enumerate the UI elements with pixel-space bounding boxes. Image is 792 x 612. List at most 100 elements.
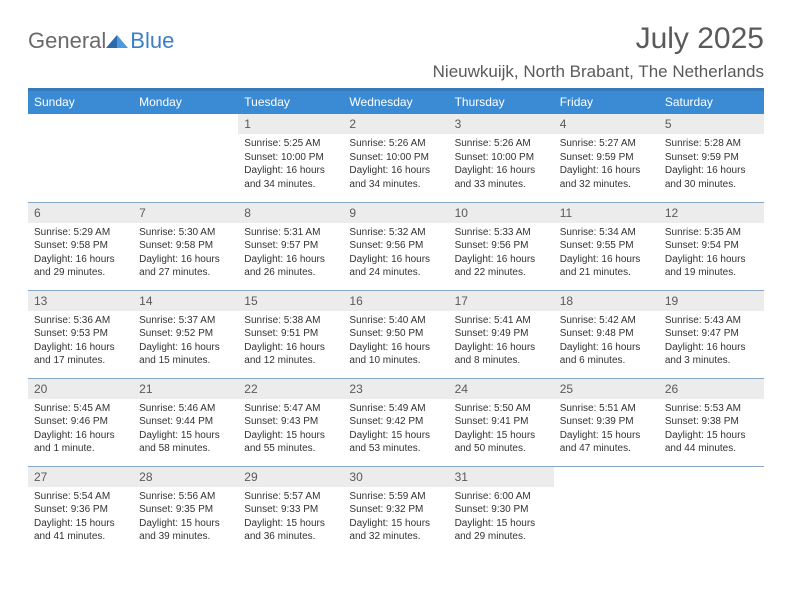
daylight-line: Daylight: 15 hours and 32 minutes.: [349, 517, 442, 544]
calendar-day-cell: 20Sunrise: 5:45 AMSunset: 9:46 PMDayligh…: [28, 378, 133, 466]
daylight-line: Daylight: 15 hours and 36 minutes.: [244, 517, 337, 544]
sunrise-line: Sunrise: 5:47 AM: [244, 402, 337, 416]
daylight-line: Daylight: 16 hours and 1 minute.: [34, 429, 127, 456]
weekday-header: Sunday: [28, 90, 133, 115]
location-text: Nieuwkuijk, North Brabant, The Netherlan…: [433, 62, 764, 82]
daylight-line: Daylight: 16 hours and 34 minutes.: [244, 164, 337, 191]
calendar-table: SundayMondayTuesdayWednesdayThursdayFrid…: [28, 88, 764, 554]
sunrise-line: Sunrise: 5:33 AM: [455, 226, 548, 240]
calendar-day-cell: 12Sunrise: 5:35 AMSunset: 9:54 PMDayligh…: [659, 202, 764, 290]
day-info: Sunrise: 5:54 AMSunset: 9:36 PMDaylight:…: [28, 487, 133, 548]
day-info: Sunrise: 5:25 AMSunset: 10:00 PMDaylight…: [238, 134, 343, 195]
sunset-line: Sunset: 9:54 PM: [665, 239, 758, 253]
calendar-week-row: 13Sunrise: 5:36 AMSunset: 9:53 PMDayligh…: [28, 290, 764, 378]
logo-text-blue: Blue: [130, 28, 174, 54]
sunset-line: Sunset: 9:53 PM: [34, 327, 127, 341]
day-number: 10: [449, 203, 554, 223]
calendar-week-row: 20Sunrise: 5:45 AMSunset: 9:46 PMDayligh…: [28, 378, 764, 466]
sunset-line: Sunset: 9:57 PM: [244, 239, 337, 253]
day-info: Sunrise: 5:47 AMSunset: 9:43 PMDaylight:…: [238, 399, 343, 460]
sunrise-line: Sunrise: 5:26 AM: [455, 137, 548, 151]
day-info: Sunrise: 5:45 AMSunset: 9:46 PMDaylight:…: [28, 399, 133, 460]
sunrise-line: Sunrise: 5:25 AM: [244, 137, 337, 151]
day-number: 21: [133, 379, 238, 399]
day-info: Sunrise: 5:35 AMSunset: 9:54 PMDaylight:…: [659, 223, 764, 284]
daylight-line: Daylight: 15 hours and 58 minutes.: [139, 429, 232, 456]
day-info: Sunrise: 5:51 AMSunset: 9:39 PMDaylight:…: [554, 399, 659, 460]
daylight-line: Daylight: 16 hours and 24 minutes.: [349, 253, 442, 280]
sunrise-line: Sunrise: 5:56 AM: [139, 490, 232, 504]
day-number: 19: [659, 291, 764, 311]
sunset-line: Sunset: 10:00 PM: [455, 151, 548, 165]
calendar-day-cell: 6Sunrise: 5:29 AMSunset: 9:58 PMDaylight…: [28, 202, 133, 290]
weekday-header: Tuesday: [238, 90, 343, 115]
day-number: 4: [554, 114, 659, 134]
sunrise-line: Sunrise: 5:34 AM: [560, 226, 653, 240]
day-info: Sunrise: 5:27 AMSunset: 9:59 PMDaylight:…: [554, 134, 659, 195]
sunset-line: Sunset: 9:52 PM: [139, 327, 232, 341]
calendar-day-cell: 27Sunrise: 5:54 AMSunset: 9:36 PMDayligh…: [28, 466, 133, 554]
day-info: Sunrise: 5:50 AMSunset: 9:41 PMDaylight:…: [449, 399, 554, 460]
day-info: Sunrise: 5:38 AMSunset: 9:51 PMDaylight:…: [238, 311, 343, 372]
daylight-line: Daylight: 16 hours and 15 minutes.: [139, 341, 232, 368]
calendar-day-cell: 22Sunrise: 5:47 AMSunset: 9:43 PMDayligh…: [238, 378, 343, 466]
sunrise-line: Sunrise: 5:41 AM: [455, 314, 548, 328]
day-info: Sunrise: 5:42 AMSunset: 9:48 PMDaylight:…: [554, 311, 659, 372]
calendar-week-row: 6Sunrise: 5:29 AMSunset: 9:58 PMDaylight…: [28, 202, 764, 290]
day-number: 9: [343, 203, 448, 223]
daylight-line: Daylight: 15 hours and 47 minutes.: [560, 429, 653, 456]
calendar-day-cell: [133, 114, 238, 202]
title-block: July 2025 Nieuwkuijk, North Brabant, The…: [433, 22, 764, 82]
calendar-day-cell: 4Sunrise: 5:27 AMSunset: 9:59 PMDaylight…: [554, 114, 659, 202]
sunset-line: Sunset: 9:49 PM: [455, 327, 548, 341]
calendar-day-cell: 30Sunrise: 5:59 AMSunset: 9:32 PMDayligh…: [343, 466, 448, 554]
daylight-line: Daylight: 15 hours and 55 minutes.: [244, 429, 337, 456]
sunrise-line: Sunrise: 5:32 AM: [349, 226, 442, 240]
weekday-header: Saturday: [659, 90, 764, 115]
sunrise-line: Sunrise: 5:59 AM: [349, 490, 442, 504]
sunset-line: Sunset: 9:43 PM: [244, 415, 337, 429]
day-number: 5: [659, 114, 764, 134]
sunset-line: Sunset: 9:59 PM: [560, 151, 653, 165]
sunrise-line: Sunrise: 5:43 AM: [665, 314, 758, 328]
sunset-line: Sunset: 9:55 PM: [560, 239, 653, 253]
calendar-day-cell: 29Sunrise: 5:57 AMSunset: 9:33 PMDayligh…: [238, 466, 343, 554]
day-number: 18: [554, 291, 659, 311]
day-info: Sunrise: 5:36 AMSunset: 9:53 PMDaylight:…: [28, 311, 133, 372]
sunrise-line: Sunrise: 6:00 AM: [455, 490, 548, 504]
daylight-line: Daylight: 16 hours and 22 minutes.: [455, 253, 548, 280]
calendar-day-cell: 8Sunrise: 5:31 AMSunset: 9:57 PMDaylight…: [238, 202, 343, 290]
daylight-line: Daylight: 16 hours and 17 minutes.: [34, 341, 127, 368]
day-number: 11: [554, 203, 659, 223]
day-info: Sunrise: 5:53 AMSunset: 9:38 PMDaylight:…: [659, 399, 764, 460]
weekday-header: Friday: [554, 90, 659, 115]
sunrise-line: Sunrise: 5:35 AM: [665, 226, 758, 240]
day-number: 16: [343, 291, 448, 311]
day-number: 23: [343, 379, 448, 399]
sunset-line: Sunset: 10:00 PM: [349, 151, 442, 165]
daylight-line: Daylight: 16 hours and 21 minutes.: [560, 253, 653, 280]
day-info: Sunrise: 5:56 AMSunset: 9:35 PMDaylight:…: [133, 487, 238, 548]
sunrise-line: Sunrise: 5:46 AM: [139, 402, 232, 416]
day-number: 2: [343, 114, 448, 134]
day-number: 7: [133, 203, 238, 223]
day-number: 26: [659, 379, 764, 399]
calendar-day-cell: 1Sunrise: 5:25 AMSunset: 10:00 PMDayligh…: [238, 114, 343, 202]
daylight-line: Daylight: 15 hours and 53 minutes.: [349, 429, 442, 456]
calendar-day-cell: 13Sunrise: 5:36 AMSunset: 9:53 PMDayligh…: [28, 290, 133, 378]
daylight-line: Daylight: 16 hours and 19 minutes.: [665, 253, 758, 280]
sunrise-line: Sunrise: 5:49 AM: [349, 402, 442, 416]
sunset-line: Sunset: 9:58 PM: [139, 239, 232, 253]
day-info: Sunrise: 5:32 AMSunset: 9:56 PMDaylight:…: [343, 223, 448, 284]
calendar-day-cell: 3Sunrise: 5:26 AMSunset: 10:00 PMDayligh…: [449, 114, 554, 202]
day-number: 25: [554, 379, 659, 399]
calendar-day-cell: 14Sunrise: 5:37 AMSunset: 9:52 PMDayligh…: [133, 290, 238, 378]
day-info: Sunrise: 5:34 AMSunset: 9:55 PMDaylight:…: [554, 223, 659, 284]
calendar-day-cell: 18Sunrise: 5:42 AMSunset: 9:48 PMDayligh…: [554, 290, 659, 378]
calendar-day-cell: 15Sunrise: 5:38 AMSunset: 9:51 PMDayligh…: [238, 290, 343, 378]
calendar-day-cell: 28Sunrise: 5:56 AMSunset: 9:35 PMDayligh…: [133, 466, 238, 554]
day-info: Sunrise: 5:57 AMSunset: 9:33 PMDaylight:…: [238, 487, 343, 548]
day-info: Sunrise: 5:59 AMSunset: 9:32 PMDaylight:…: [343, 487, 448, 548]
sunset-line: Sunset: 9:41 PM: [455, 415, 548, 429]
day-number: 22: [238, 379, 343, 399]
